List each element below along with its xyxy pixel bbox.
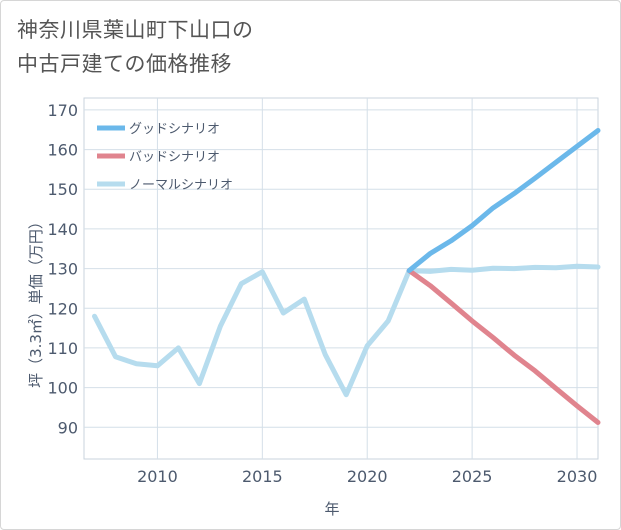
x-tick-label: 2010 [137,467,178,486]
x-tick-label: 2020 [347,467,388,486]
legend-label-2: バッドシナリオ [129,150,220,165]
grid [83,97,599,460]
y-tick-label: 100 [47,379,78,398]
y-tick-label: 90 [58,418,78,437]
x-tick-label: 2015 [242,467,283,486]
axes: 90 100 110 120 130 140 150 160 170 2010 2015 2020 20… [47,101,597,486]
chart-title-line-2: 中古戸建ての価格推移 [17,52,232,76]
x-axis-title: 年 [324,500,339,518]
y-tick-label: 150 [47,180,78,199]
series-line-1 [406,128,601,274]
y-tick-label: 160 [47,141,78,160]
series-line-2 [406,268,601,425]
y-axis-title: 坪（3.3㎡）単価（万円） [27,214,45,388]
legend-label-3: ノーマルシナリオ [129,178,233,193]
legend-label-1: グッドシナリオ [129,122,220,137]
x-tick-label: 2025 [452,467,493,486]
x-tick-label: 2030 [557,467,598,486]
y-tick-label: 120 [47,299,78,318]
y-tick-label: 130 [47,260,78,279]
y-tick-label: 140 [47,220,78,239]
chart-title-line-1: 神奈川県葉山町下山口の [17,18,254,42]
plot-border [83,97,599,460]
y-tick-label: 170 [47,101,78,120]
series-lines [92,128,601,425]
chart-title: 神奈川県葉山町下山口の 中古戸建ての価格推移 [17,13,577,81]
y-tick-label: 110 [47,339,78,358]
series-line-3 [92,263,601,398]
